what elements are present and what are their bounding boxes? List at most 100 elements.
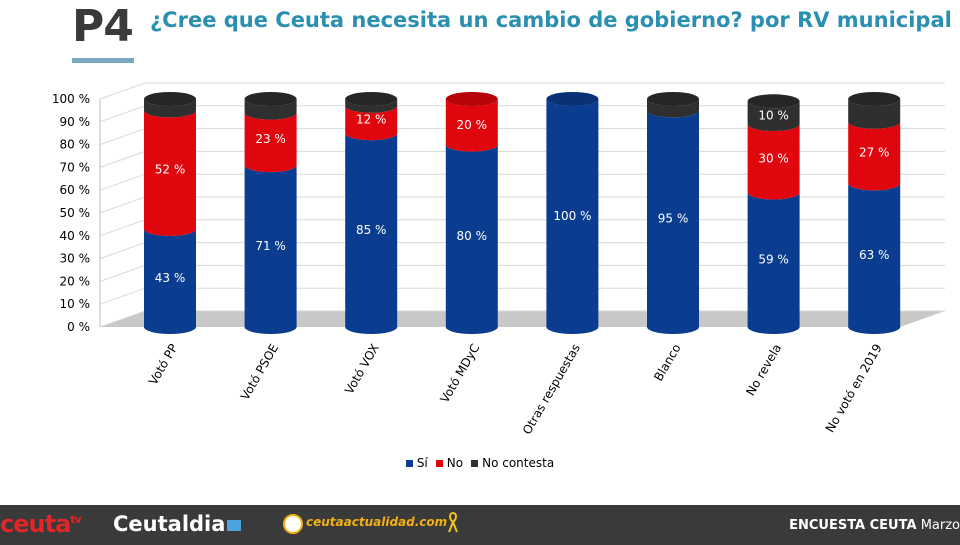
gridline — [99, 105, 945, 123]
legend-item: Sí — [405, 456, 428, 470]
data-label: 52 % — [155, 163, 186, 177]
data-label: 59 % — [758, 253, 789, 267]
x-tick-label: Votó PP — [146, 342, 181, 388]
bar-segment — [546, 99, 599, 334]
x-tick-label: Otras respuestas — [520, 342, 583, 437]
ceutaldia-square-icon — [227, 520, 242, 531]
chart-floor — [100, 311, 945, 327]
bar-top-shade — [445, 92, 498, 106]
data-label: 71 % — [255, 239, 286, 253]
x-tick-label: Blanco — [651, 342, 683, 384]
footer-bar: ceutatv Ceutaldia ceutaactualidad.com EN… — [0, 505, 960, 545]
bar-segment — [848, 99, 901, 129]
data-label: 63 % — [859, 248, 890, 262]
data-label: 27 % — [859, 146, 890, 160]
bar-segment — [747, 124, 800, 200]
header-accent-line — [72, 58, 134, 63]
x-tick-label: Votó MDyC — [437, 342, 482, 406]
data-label: 95 % — [658, 212, 689, 226]
bar-segment — [848, 121, 901, 191]
gridline — [99, 196, 945, 214]
data-label: 85 % — [356, 223, 387, 237]
y-tick-label: 60 % — [60, 183, 91, 197]
gridline — [99, 287, 945, 305]
gridline — [99, 150, 945, 168]
bar-segment — [647, 110, 699, 335]
legend-item: No — [435, 456, 464, 470]
bar-segment — [345, 105, 398, 141]
bar-segment — [445, 99, 498, 152]
gridline — [99, 242, 945, 260]
ceutaldia-logo[interactable]: Ceutaldia — [113, 512, 242, 536]
y-tick-label: 80 % — [60, 138, 91, 152]
bar-top-cap — [244, 92, 297, 106]
bar-top-cap — [747, 94, 800, 109]
data-label: 30 % — [758, 151, 789, 165]
bar-segment — [244, 99, 297, 120]
bar-top-shade — [647, 92, 699, 106]
data-label: 20 % — [457, 118, 488, 132]
y-tick-label: 70 % — [60, 160, 91, 174]
y-tick-label: 100 % — [52, 92, 90, 106]
bar-segment — [244, 112, 297, 173]
bar-top-cap — [546, 92, 599, 106]
bar-top-cap — [647, 92, 699, 106]
ceutaactualidad-circle-icon — [283, 514, 303, 534]
bar-segment — [848, 183, 901, 334]
bar-segment — [445, 144, 498, 334]
data-label: 12 % — [356, 113, 387, 127]
bar-top-cap — [445, 92, 498, 106]
data-label: 43 % — [155, 271, 186, 285]
data-label: 80 % — [457, 229, 488, 243]
data-label: 100 % — [553, 209, 591, 223]
bar-top-cap — [848, 92, 901, 106]
y-tick-label: 50 % — [60, 206, 91, 220]
bar-segment — [144, 228, 196, 334]
gridline — [99, 82, 945, 100]
bar-segment — [144, 110, 196, 236]
ceutatv-logo[interactable]: ceutatv — [0, 510, 82, 538]
bar-segment — [747, 192, 800, 334]
gridline — [99, 173, 945, 191]
chart-title: ¿Cree que Ceuta necesita un cambio de go… — [150, 8, 952, 32]
data-label: 10 % — [758, 109, 789, 123]
bar-top-shade — [144, 92, 196, 106]
bar-segment — [244, 165, 297, 334]
gridline — [99, 219, 945, 237]
bar-segment — [144, 99, 196, 118]
bar-segment — [345, 133, 398, 334]
legend-swatch — [405, 460, 413, 467]
question-number: P4 — [72, 1, 134, 52]
bar-top-cap — [144, 92, 196, 106]
bar-top-cap — [345, 92, 398, 106]
ribbon-icon — [448, 511, 458, 533]
x-tick-label: No revela — [743, 342, 784, 399]
legend-label: No — [446, 456, 464, 470]
survey-label: ENCUESTA CEUTA Marzo — [789, 518, 960, 533]
ceutaactualidad-logo[interactable]: ceutaactualidad.com — [306, 515, 448, 529]
x-tick-label: Votó PSOE — [238, 342, 281, 403]
legend-label: Sí — [416, 456, 428, 470]
bar-top-shade — [848, 92, 901, 106]
stacked-bar-chart: 0 % 10 % 20 % 30 % 40 % 50 % 60 % 70 % 80 % 90 % 1… — [52, 82, 945, 437]
legend-label: No contesta — [482, 456, 555, 470]
data-label: 23 % — [255, 132, 286, 146]
x-tick-label: No votó en 2019 — [823, 342, 885, 435]
chart-legend: Sí No No contesta — [0, 456, 960, 470]
gridline — [99, 128, 945, 146]
y-tick-label: 0 % — [67, 320, 90, 334]
legend-swatch — [471, 460, 479, 467]
bar-segment — [747, 101, 800, 132]
y-tick-label: 40 % — [60, 229, 91, 243]
y-tick-label: 20 % — [60, 274, 91, 288]
bar-segment — [345, 99, 398, 113]
bar-top-shade — [546, 92, 599, 106]
x-tick-label: Votó VOX — [342, 342, 382, 397]
bar-top-shade — [345, 92, 398, 106]
bar-segment — [647, 99, 699, 118]
legend-swatch — [435, 460, 443, 467]
y-tick-label: 30 % — [60, 252, 91, 266]
legend-item: No contesta — [471, 456, 554, 470]
y-tick-label: 10 % — [60, 297, 91, 311]
y-tick-label: 90 % — [60, 115, 91, 129]
